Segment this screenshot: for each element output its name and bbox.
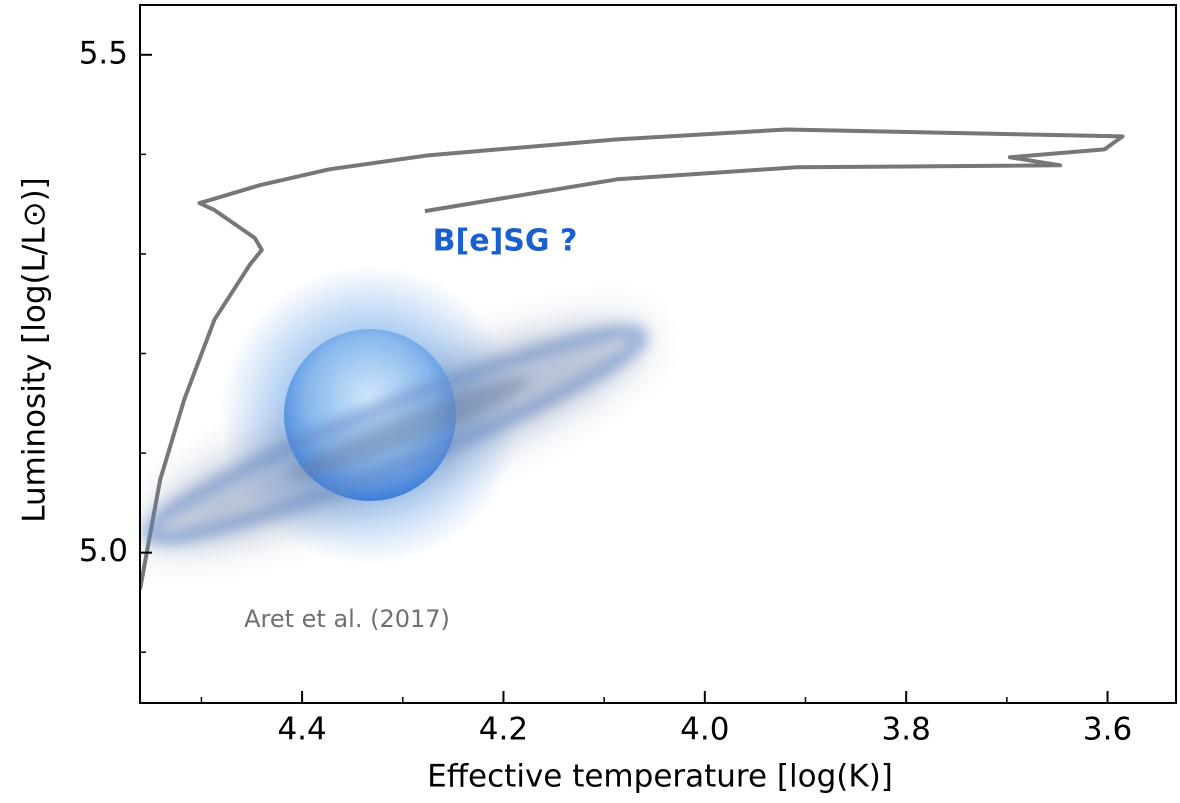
annotation: B[e]SG ? bbox=[433, 224, 578, 259]
y-axis-label: Luminosity [log(L/L⊙)] bbox=[17, 177, 53, 523]
track-layer bbox=[140, 127, 1125, 590]
x-axis-label: Effective temperature [log(K)] bbox=[427, 759, 893, 795]
x-tick-label: 4.4 bbox=[277, 712, 326, 748]
y-tick-label: 5.0 bbox=[79, 533, 128, 569]
disk-front bbox=[289, 377, 531, 479]
disk-ring bbox=[142, 324, 648, 546]
evolution-track bbox=[140, 127, 1125, 590]
annotation: Aret et al. (2017) bbox=[244, 605, 450, 633]
x-tick-label: 4.2 bbox=[479, 712, 528, 748]
illustration bbox=[142, 265, 648, 565]
x-tick-label: 3.6 bbox=[1083, 712, 1132, 748]
x-tick-label: 4.0 bbox=[680, 712, 729, 748]
x-tick-label: 3.8 bbox=[882, 712, 931, 748]
y-tick-label: 5.5 bbox=[79, 35, 128, 71]
